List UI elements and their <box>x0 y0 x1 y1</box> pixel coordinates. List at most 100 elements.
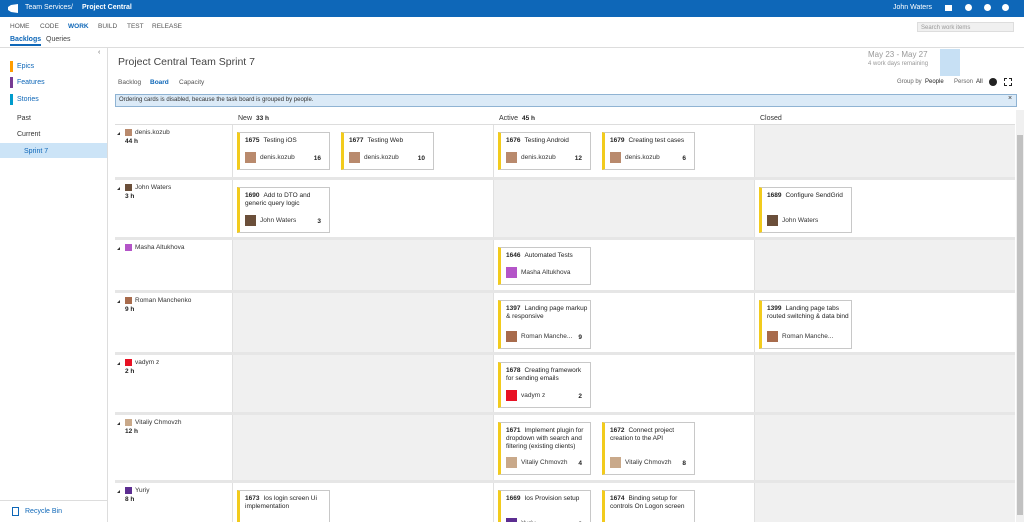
remaining-work[interactable]: 4 <box>578 460 582 467</box>
remaining-work[interactable]: 8 <box>682 460 686 467</box>
nav-item[interactable]: BUILD <box>98 23 118 30</box>
assignee-name[interactable]: Vitaliy Chmovzh <box>625 459 672 466</box>
row-toggle-icon[interactable] <box>117 132 120 135</box>
card[interactable]: 1677 Testing Web denis.kozub 10 <box>341 132 434 170</box>
nav-item[interactable]: HOME <box>10 23 30 30</box>
tab[interactable]: Board <box>150 79 169 86</box>
iteration-item[interactable]: Current <box>17 131 41 138</box>
card-title: 1674 Binding setup for controls On Logon … <box>610 495 692 511</box>
card[interactable]: 1690 Add to DTO and generic query logic Jo… <box>237 187 330 233</box>
tab[interactable]: Capacity <box>179 79 205 86</box>
icon-settings[interactable] <box>965 4 972 11</box>
selected-iteration-bg <box>0 143 107 158</box>
assignee-name[interactable]: vadym z <box>521 392 546 399</box>
icon-user[interactable] <box>984 4 991 11</box>
backlog-item[interactable]: Features <box>17 79 45 86</box>
person-value[interactable]: All <box>976 79 983 85</box>
remaining-work[interactable]: 6 <box>682 155 686 162</box>
subnav-item[interactable]: Queries <box>46 36 71 43</box>
collapse-toggle[interactable]: ‹ <box>98 49 101 56</box>
assignee-name[interactable]: Roman Manche... <box>521 333 573 340</box>
card[interactable]: 1397 Landing page markup & responsive Roma… <box>498 300 591 349</box>
card-id: 1672 <box>610 427 625 434</box>
notice-text: Ordering cards is disabled, because the … <box>119 97 314 103</box>
remaining-work[interactable]: 12 <box>574 155 582 162</box>
card[interactable]: 1674 Binding setup for controls On Logon … <box>602 490 695 522</box>
assignee-avatar <box>506 518 517 522</box>
row-toggle-icon[interactable] <box>117 490 120 493</box>
card[interactable]: 1646 Automated Tests Masha Altukhova <box>498 247 591 285</box>
assignee-name[interactable]: John Waters <box>260 217 297 224</box>
scroll-thumb[interactable] <box>1017 135 1023 515</box>
product-name[interactable]: Team Services <box>25 4 71 11</box>
card[interactable]: 1678 Creating framework for sending email… <box>498 362 591 408</box>
assignee-name[interactable]: Roman Manche... <box>782 333 834 340</box>
row-toggle-icon[interactable] <box>117 300 120 303</box>
remaining-work[interactable]: 3 <box>317 218 321 225</box>
remaining-work[interactable]: 2 <box>578 393 582 400</box>
card-title-text: Ios Provision setup <box>524 495 580 502</box>
assignee-name[interactable]: denis.kozub <box>364 154 399 161</box>
remaining-work[interactable]: 10 <box>417 155 425 162</box>
assignee-avatar <box>349 152 360 163</box>
nav-item[interactable]: WORK <box>68 23 89 30</box>
user-name[interactable]: John Waters <box>893 4 933 11</box>
backlog-item[interactable]: Epics <box>17 63 35 70</box>
top-bar <box>0 0 1024 17</box>
group-value[interactable]: People <box>925 79 944 85</box>
card-title: 1678 Creating framework for sending email… <box>506 367 588 383</box>
icon-briefcase[interactable] <box>945 5 952 11</box>
assignee-name[interactable]: Masha Altukhova <box>521 269 571 276</box>
assignee-name[interactable]: denis.kozub <box>625 154 660 161</box>
iteration-item[interactable]: Past <box>17 115 32 122</box>
assignee-name[interactable]: John Waters <box>782 217 819 224</box>
group-label: Group by <box>897 79 922 85</box>
card[interactable]: 1673 Ios login screen Ui implementation <box>237 490 330 522</box>
column-name: New <box>238 115 253 122</box>
iteration-item[interactable]: Sprint 7 <box>24 148 49 155</box>
card-footer: John Waters 3 <box>245 215 321 227</box>
card-title-text: Testing Web <box>367 137 404 144</box>
assignee-name[interactable]: Yuriy <box>521 520 535 522</box>
recycle-bin[interactable]: Recycle Bin <box>25 508 62 515</box>
card-footer: denis.kozub 10 <box>349 152 425 164</box>
row-toggle-icon[interactable] <box>117 247 120 250</box>
remaining-work[interactable]: 9 <box>578 334 582 341</box>
search-box[interactable]: Search work items <box>917 22 1014 32</box>
assignee-name[interactable]: Vitaliy Chmovzh <box>521 459 568 466</box>
card[interactable]: 1676 Testing Android denis.kozub 12 <box>498 132 591 170</box>
subnav-item[interactable]: Backlogs <box>10 36 42 46</box>
burndown-mini[interactable] <box>940 49 960 76</box>
row-toggle-icon[interactable] <box>117 422 120 425</box>
backlog-item[interactable]: Stories <box>17 96 39 103</box>
person-name: Yuriy <box>135 487 150 494</box>
row-toggle-icon[interactable] <box>117 187 120 190</box>
cell <box>754 240 1015 290</box>
card[interactable]: 1675 Testing iOS denis.kozub 16 <box>237 132 330 170</box>
nav-item[interactable]: RELEASE <box>152 23 182 30</box>
assignee-name[interactable]: denis.kozub <box>260 154 295 161</box>
person-hours: 3 h <box>125 193 135 200</box>
row-toggle-icon[interactable] <box>117 362 120 365</box>
card-id: 1399 <box>767 305 782 312</box>
card[interactable]: 1672 Connect project creation to the API V… <box>602 422 695 475</box>
card[interactable]: 1399 Landing page tabs routed switching &… <box>759 300 852 349</box>
card[interactable]: 1671 Implement plugin for dropdown with s… <box>498 422 591 475</box>
remaining-work[interactable]: 16 <box>313 155 321 162</box>
notice-close[interactable]: × <box>1008 95 1013 102</box>
fullscreen[interactable] <box>1004 78 1012 86</box>
card-title-text: Binding setup for controls On Logon scre… <box>610 495 685 510</box>
project-name[interactable]: Project Central <box>82 4 132 11</box>
icon-help[interactable] <box>1002 4 1009 11</box>
sprint-title: Project Central Team Sprint 7 <box>118 56 255 68</box>
separator: / <box>71 4 73 11</box>
card[interactable]: 1689 Configure SendGrid John Waters <box>759 187 852 233</box>
tab[interactable]: Backlog <box>118 79 142 86</box>
nav-item[interactable]: CODE <box>40 23 59 30</box>
board-settings[interactable] <box>989 78 997 86</box>
assignee-name[interactable]: denis.kozub <box>521 154 556 161</box>
card[interactable]: 1679 Creating test cases denis.kozub 6 <box>602 132 695 170</box>
card-footer: Roman Manche... <box>767 331 843 343</box>
nav-item[interactable]: TEST <box>127 23 144 30</box>
